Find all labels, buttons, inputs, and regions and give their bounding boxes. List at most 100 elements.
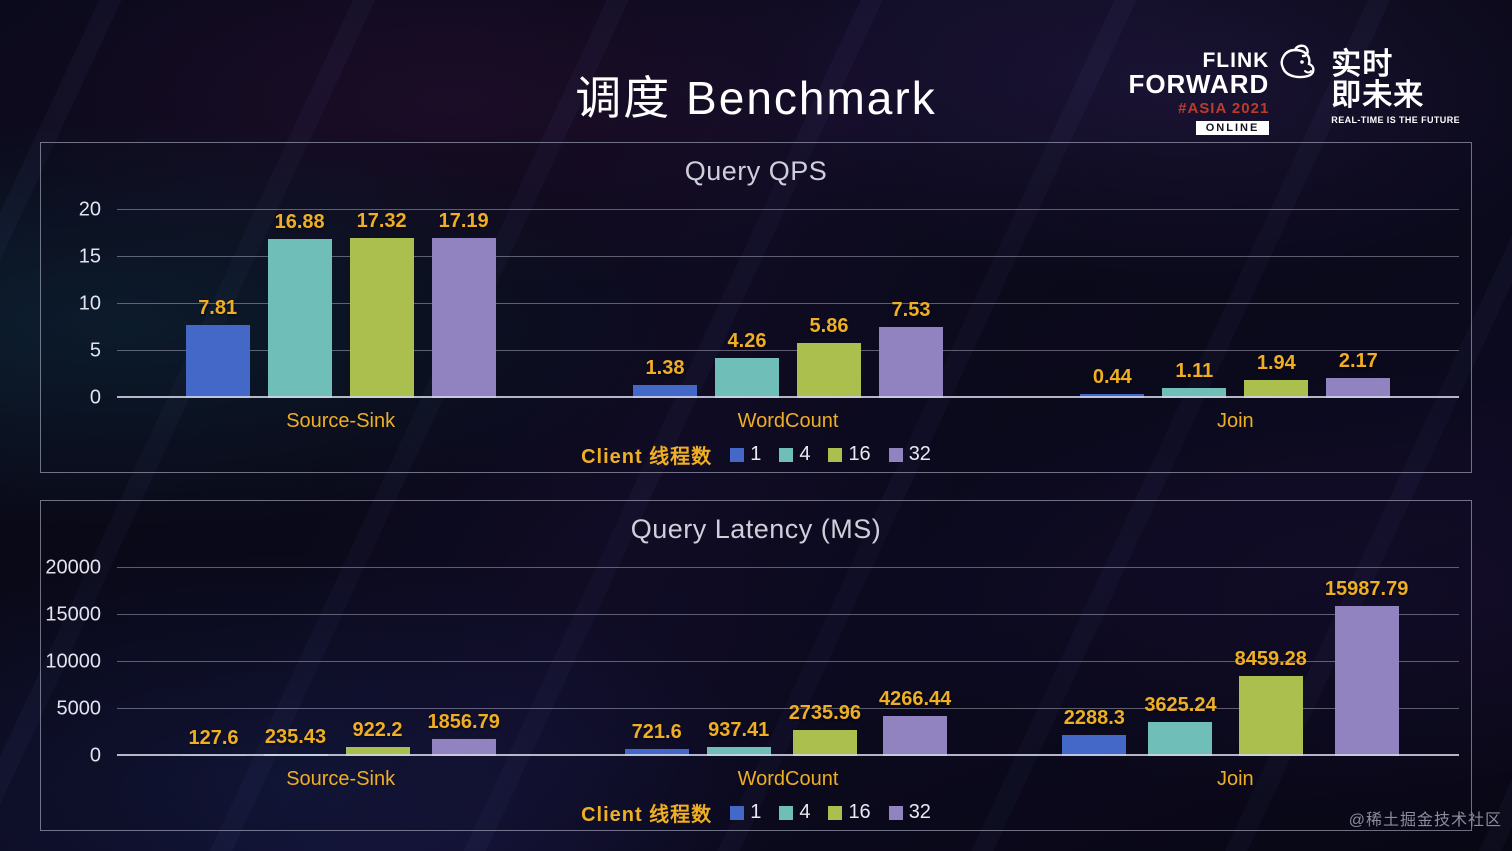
bar-value-label: 127.6 [188, 726, 239, 749]
bar-cell: 721.6 [624, 568, 689, 756]
bar-join-threads-16 [1244, 379, 1309, 398]
gridline [117, 614, 1459, 615]
flink-forward-block: FLINK FORWARD #ASIA 2021 ONLINE [1128, 44, 1315, 136]
y-tick-label: 0 [89, 744, 101, 767]
bar-cell: 15987.79 [1325, 568, 1408, 756]
legend-item-label: 1 [750, 801, 762, 823]
bar-join-threads-16 [1238, 676, 1303, 756]
bar-value-label: 1856.79 [427, 710, 500, 733]
bars-row: 7.81 16.88 17.32 17.19 [185, 210, 496, 398]
legend-item-threads-32: 32 [888, 801, 931, 824]
gridline [117, 661, 1459, 662]
bar-wordcount-threads-32 [878, 327, 943, 398]
bar-cell: 7.81 [185, 210, 250, 398]
y-tick-label: 15000 [45, 603, 101, 626]
bar-groups: 7.81 16.88 17.32 17.19 Source-Sink 1.38 4.26 5.… [117, 210, 1459, 432]
chart-panel-query-qps: Query QPS 0 5 10 15 20 7.81 16.88 17.32 17.19 Sou… [40, 142, 1472, 473]
bar-value-label: 922.2 [352, 719, 403, 742]
legend-item-threads-4: 4 [779, 443, 810, 466]
bar-cell: 1.11 [1162, 210, 1227, 398]
y-tick-label: 5000 [56, 697, 102, 720]
bar-value-label: 4266.44 [878, 687, 952, 710]
bar-wordcount-threads-4 [714, 357, 779, 398]
bar-wordcount-threads-16 [796, 342, 861, 398]
bar-cell: 16.88 [267, 210, 332, 398]
bar-cell: 2735.96 [789, 568, 861, 756]
bar-groups: 127.6 235.43 922.2 1856.79 Source-Sink 721.6 9… [117, 568, 1459, 790]
bar-wordcount-threads-32 [883, 715, 948, 756]
bar-value-label: 0.44 [1092, 365, 1132, 388]
bar-cell: 5.86 [796, 210, 861, 398]
qps-plot-area: 0 5 10 15 20 7.81 16.88 17.32 17.19 Source-Sink 1.… [79, 199, 1459, 432]
bar-join-threads-1 [1062, 734, 1127, 756]
bar-value-label: 17.32 [356, 210, 407, 232]
latency-legend: Client 线程数 1 4 16 32 [41, 798, 1471, 827]
latency-plot-area: 0 5000 10000 15000 20000 127.6 235.43 922.2 1856… [45, 557, 1459, 790]
bar-join-threads-32 [1326, 377, 1391, 398]
y-tick-label: 20000 [45, 556, 101, 579]
bar-value-label: 235.43 [264, 725, 327, 748]
legend-item-threads-32: 32 [888, 443, 931, 466]
bar-value-label: 4.26 [727, 329, 767, 352]
bar-value-label: 8459.28 [1234, 648, 1307, 671]
bar-cell: 127.6 [181, 568, 246, 756]
legend-item-label: 32 [908, 443, 931, 465]
bars-row: 2288.3 3625.24 8459.28 15987.79 [1062, 568, 1408, 756]
legend-swatch-icon [888, 805, 903, 820]
slogan-cn-line2: 即未来 [1331, 78, 1425, 112]
bar-value-label: 2288.3 [1063, 706, 1125, 729]
bar-cell: 235.43 [263, 568, 328, 756]
bar-cell: 1.94 [1244, 210, 1309, 398]
bar-cell: 17.32 [349, 210, 414, 398]
flink-squirrel-icon [1275, 42, 1317, 87]
legend-item-label: 1 [750, 443, 762, 465]
legend-title: Client 线程数 [581, 804, 713, 826]
chart-panel-query-latency: Query Latency (MS) 0 5000 10000 15000 20000 1… [40, 500, 1472, 831]
y-tick-label: 10000 [45, 650, 101, 673]
bar-source-sink-threads-16 [349, 238, 414, 398]
category-group-source-sink: 7.81 16.88 17.32 17.19 Source-Sink [117, 210, 564, 432]
chart-title-latency: Query Latency (MS) [630, 514, 882, 544]
legend-swatch-icon [779, 805, 794, 820]
bar-wordcount-threads-1 [624, 749, 689, 756]
bar-source-sink-threads-32 [431, 238, 496, 398]
chart-title-qps: Query QPS [684, 156, 828, 186]
x-axis-line [117, 754, 1459, 756]
y-tick-label: 10 [78, 292, 101, 315]
legend-swatch-icon [888, 447, 903, 462]
bar-value-label: 3625.24 [1144, 693, 1217, 716]
bar-cell: 4.26 [714, 210, 779, 398]
legend-item-label: 32 [908, 801, 931, 823]
bar-join-threads-4 [1148, 721, 1213, 756]
legend-item-threads-4: 4 [779, 801, 810, 824]
bar-cell: 2.17 [1326, 210, 1391, 398]
flink-wordmark: FLINK [1202, 49, 1270, 72]
bar-value-label: 721.6 [631, 721, 682, 744]
gridline [117, 209, 1459, 210]
category-group-join: 2288.3 3625.24 8459.28 15987.79 Join [1012, 568, 1459, 790]
gridline [117, 350, 1459, 351]
bar-wordcount-threads-16 [792, 730, 857, 756]
asia-2021-label: #ASIA 2021 [1178, 100, 1270, 118]
legend-item-threads-1: 1 [730, 443, 761, 466]
watermark: @稀土掘金技术社区 [1348, 812, 1502, 829]
bar-source-sink-threads-4 [267, 239, 332, 398]
bar-cell: 7.53 [878, 210, 943, 398]
slogan-cn-line1: 实时 [1331, 48, 1394, 81]
bars-row: 0.44 1.11 1.94 2.17 [1080, 210, 1391, 398]
slide-title: 调度 Benchmark [575, 72, 937, 124]
legend-swatch-icon [779, 447, 794, 462]
legend-item-label: 16 [848, 801, 871, 823]
legend-swatch-icon [730, 447, 745, 462]
bar-source-sink-threads-1 [185, 324, 250, 398]
category-label: Source-Sink [286, 768, 396, 790]
legend-title: Client 线程数 [581, 446, 713, 468]
bar-cell: 0.44 [1080, 210, 1145, 398]
bar-value-label: 7.53 [891, 299, 931, 322]
bar-value-label: 2735.96 [788, 702, 861, 725]
y-tick-label: 5 [89, 339, 101, 362]
legend-item-label: 4 [799, 801, 811, 823]
bars-row: 721.6 937.41 2735.96 4266.44 [624, 568, 952, 756]
bar-cell: 1.38 [632, 210, 697, 398]
legend-swatch-icon [828, 805, 843, 820]
